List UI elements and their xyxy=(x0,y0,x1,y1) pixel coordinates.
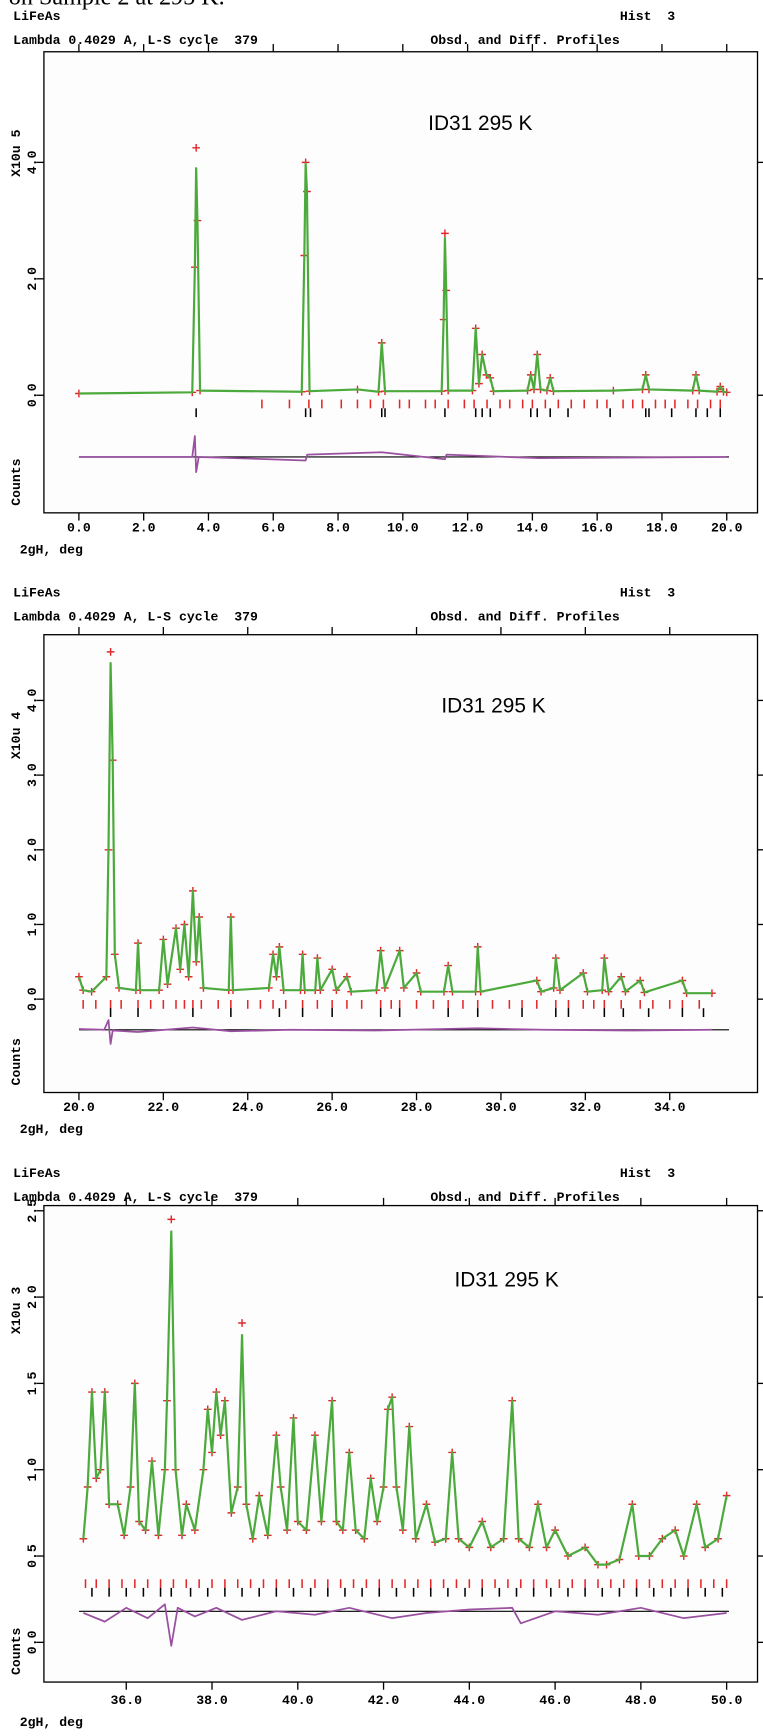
difference-line xyxy=(78,435,727,473)
x-tick-label: 28.0 xyxy=(401,1100,433,1115)
x-tick-label: 12.0 xyxy=(452,521,484,536)
x-tick-label: 18.0 xyxy=(646,521,678,536)
y-tick-label: 0.0 xyxy=(25,383,40,407)
y-axis-label-counts: Counts xyxy=(9,458,24,505)
x-tick-label: 10.0 xyxy=(387,521,419,536)
x-tick-label: 2.0 xyxy=(132,521,156,536)
y-tick-label: 4.0 xyxy=(25,688,40,712)
y-tick-label: 1.0 xyxy=(25,913,40,937)
panel: LiFeAs Hist 3 Lambda 0.4029 A, L-S cycle 3… xyxy=(9,9,763,557)
subtitle: Lambda 0.4029 A, L-S cycle 379 xyxy=(13,609,258,624)
x-axis-label: 2gH, deg xyxy=(20,1715,83,1730)
x-axis-label: 2gH, deg xyxy=(20,542,83,557)
profile-label: Obsd. and Diff. Profiles xyxy=(430,33,620,48)
y-tick-label: 2.0 xyxy=(25,267,40,291)
calculated-line xyxy=(78,162,727,395)
caption: on Sample 2 at 295 K. xyxy=(9,0,225,11)
x-tick-label: 44.0 xyxy=(454,1693,486,1708)
observed-point xyxy=(441,229,449,238)
plot-frame xyxy=(43,51,759,514)
y-tick-label: 0.5 xyxy=(25,1544,40,1568)
x-tick-label: 24.0 xyxy=(232,1100,264,1115)
y-axis-label: X10u 3 xyxy=(9,1287,24,1334)
panel-title: LiFeAs xyxy=(13,9,60,24)
annotation: ID31 295 K xyxy=(441,695,545,718)
profile-label: Obsd. and Diff. Profiles xyxy=(430,1190,620,1205)
difference-line xyxy=(83,1603,727,1647)
hist-label: Hist 3 xyxy=(620,1166,675,1181)
calculated-line xyxy=(82,1230,728,1566)
panel-title: LiFeAs xyxy=(13,585,60,600)
panel-title: LiFeAs xyxy=(13,1166,60,1181)
x-tick-label: 6.0 xyxy=(261,521,285,536)
y-axis-label-counts: Counts xyxy=(9,1628,24,1675)
x-tick-label: 8.0 xyxy=(326,521,350,536)
y-axis-label: X10u 4 xyxy=(9,712,24,759)
observed-point xyxy=(192,143,200,152)
panel: LiFeAs Hist 3 Lambda 0.4029 A, L-S cycle 3… xyxy=(9,585,763,1137)
y-tick-label: 2.5 xyxy=(25,1199,40,1223)
calculated-line xyxy=(77,661,712,995)
x-tick-label: 34.0 xyxy=(654,1100,686,1115)
x-tick-label: 14.0 xyxy=(517,521,549,536)
y-tick-label: 2.0 xyxy=(25,838,40,862)
x-tick-label: 50.0 xyxy=(711,1693,743,1708)
plot-frame xyxy=(43,634,759,1094)
x-tick-label: 30.0 xyxy=(485,1100,517,1115)
observed-point xyxy=(106,648,115,656)
difference-line xyxy=(78,1019,712,1045)
annotation: ID31 295 K xyxy=(428,112,532,135)
x-tick-label: 16.0 xyxy=(581,521,613,536)
y-tick-label: 2.0 xyxy=(25,1285,40,1309)
panel: LiFeAs Hist 3 Lambda 0.4029 A, L-S cycle 3… xyxy=(9,1166,763,1730)
x-tick-label: 0.0 xyxy=(67,521,91,536)
plot-frame xyxy=(43,1204,759,1683)
y-axis-label-counts: Counts xyxy=(9,1038,24,1085)
x-tick-label: 26.0 xyxy=(316,1100,348,1115)
subtitle: Lambda 0.4029 A, L-S cycle 379 xyxy=(13,1190,258,1205)
y-tick-label: 3.0 xyxy=(25,763,40,787)
x-tick-label: 32.0 xyxy=(570,1100,602,1115)
x-tick-label: 48.0 xyxy=(625,1693,657,1708)
x-tick-label: 4.0 xyxy=(197,521,221,536)
y-tick-label: 1.5 xyxy=(25,1371,40,1395)
observed-point xyxy=(238,1319,246,1327)
profile-label: Obsd. and Diff. Profiles xyxy=(430,609,620,624)
hist-label: Hist 3 xyxy=(620,585,675,600)
x-tick-label: 22.0 xyxy=(148,1100,180,1115)
annotation: ID31 295 K xyxy=(455,1269,559,1292)
y-tick-label: 0.0 xyxy=(25,1630,40,1654)
x-tick-label: 38.0 xyxy=(196,1693,228,1708)
observed-point xyxy=(167,1215,176,1224)
x-tick-label: 42.0 xyxy=(368,1693,400,1708)
x-tick-label: 36.0 xyxy=(110,1693,142,1708)
hist-label: Hist 3 xyxy=(620,9,675,24)
y-tick-label: 0.0 xyxy=(25,987,40,1011)
x-axis-label: 2gH, deg xyxy=(20,1122,83,1137)
x-tick-label: 40.0 xyxy=(282,1693,314,1708)
y-axis-label: X10u 5 xyxy=(9,129,24,176)
x-tick-label: 20.0 xyxy=(711,521,743,536)
x-tick-label: 46.0 xyxy=(539,1693,571,1708)
subtitle: Lambda 0.4029 A, L-S cycle 379 xyxy=(13,33,258,48)
y-tick-label: 4.0 xyxy=(25,150,40,174)
y-tick-label: 1.0 xyxy=(25,1458,40,1482)
x-tick-label: 20.0 xyxy=(63,1100,95,1115)
